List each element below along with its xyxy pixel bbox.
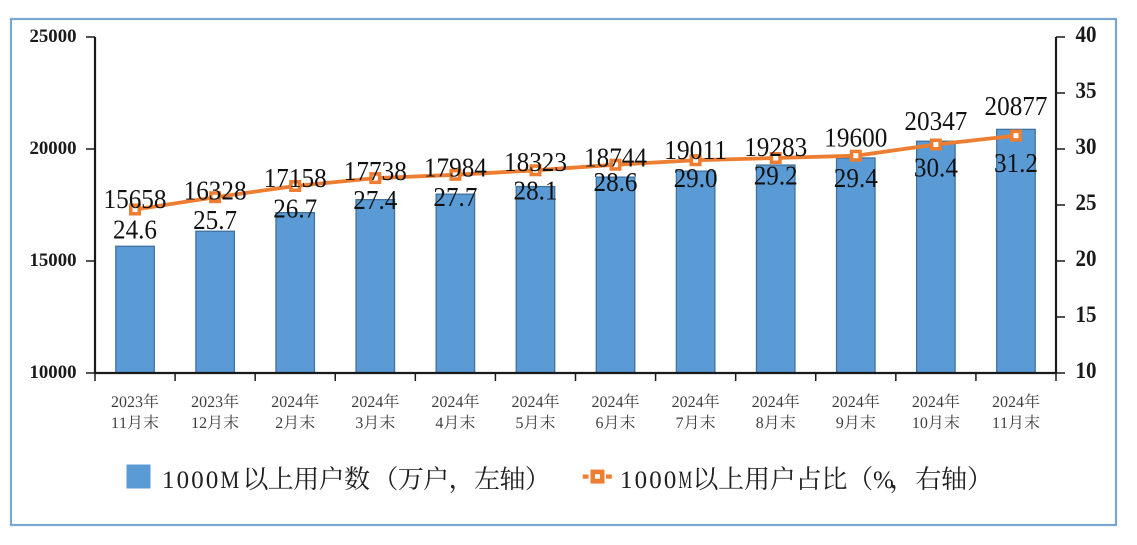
svg-text:29.2: 29.2 xyxy=(754,161,798,191)
svg-text:18323: 18323 xyxy=(504,147,567,177)
svg-text:17984: 17984 xyxy=(424,152,487,182)
svg-text:19011: 19011 xyxy=(664,135,727,165)
svg-text:16328: 16328 xyxy=(184,176,247,206)
svg-text:20000: 20000 xyxy=(30,138,77,159)
svg-text:24.6: 24.6 xyxy=(113,215,157,245)
svg-text:15658: 15658 xyxy=(104,184,167,214)
svg-text:40: 40 xyxy=(1076,22,1097,47)
svg-text:15: 15 xyxy=(1076,302,1097,327)
svg-text:27.7: 27.7 xyxy=(433,182,477,212)
svg-text:30: 30 xyxy=(1076,134,1097,159)
svg-text:25.7: 25.7 xyxy=(193,205,237,235)
svg-text:17158: 17158 xyxy=(264,163,327,193)
svg-text:25000: 25000 xyxy=(30,26,77,47)
svg-text:26.7: 26.7 xyxy=(273,194,317,224)
svg-text:35: 35 xyxy=(1076,78,1097,103)
svg-text:29.4: 29.4 xyxy=(834,163,878,193)
svg-text:20877: 20877 xyxy=(985,91,1048,121)
svg-text:28.1: 28.1 xyxy=(514,176,558,206)
svg-text:20: 20 xyxy=(1076,246,1097,271)
svg-text:29.0: 29.0 xyxy=(674,163,718,193)
svg-text:20347: 20347 xyxy=(904,106,967,136)
svg-text:31.2: 31.2 xyxy=(994,148,1038,178)
svg-text:18744: 18744 xyxy=(584,143,647,173)
svg-text:10: 10 xyxy=(1076,358,1097,383)
svg-text:10000: 10000 xyxy=(30,362,77,383)
svg-text:19283: 19283 xyxy=(744,132,807,162)
svg-text:28.6: 28.6 xyxy=(594,167,638,197)
svg-text:27.4: 27.4 xyxy=(353,185,397,215)
svg-text:25: 25 xyxy=(1076,190,1097,215)
svg-text:15000: 15000 xyxy=(30,250,77,271)
svg-text:19600: 19600 xyxy=(824,122,887,152)
svg-text:30.4: 30.4 xyxy=(914,152,958,182)
svg-text:17738: 17738 xyxy=(344,156,407,186)
